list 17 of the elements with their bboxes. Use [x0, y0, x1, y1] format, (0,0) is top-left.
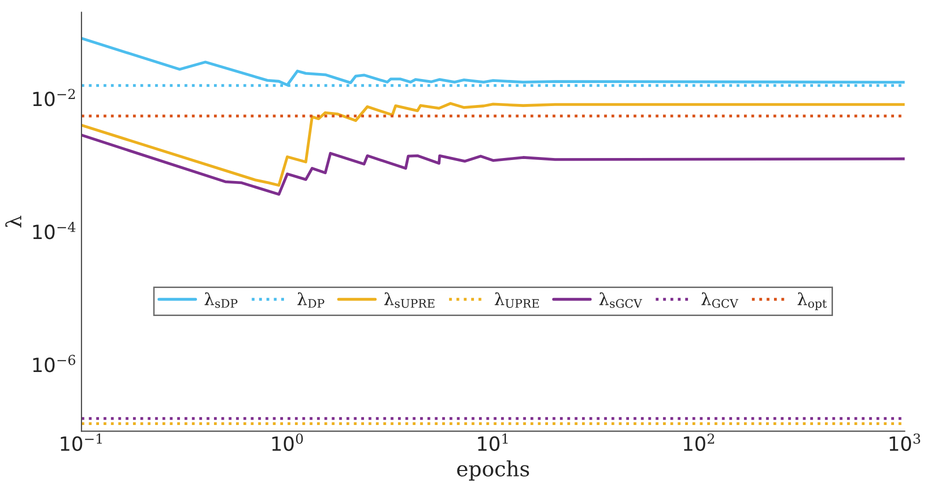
legend-label: λ$_{opt}$ [798, 292, 827, 310]
x-tick-label: 10$^{2}$ [684, 434, 714, 451]
legend-label: λ$_{sUPRE}$ [384, 292, 434, 308]
y-tick-label: 10$^{−4}$ [33, 222, 76, 240]
y-tick-label: 10$^{−2}$ [33, 88, 75, 106]
legend-label: λ$_{DP}$ [297, 292, 324, 308]
legend-label: λ$_{GCV}$ [701, 292, 738, 308]
legend-label: λ$_{sDP}$ [204, 292, 238, 308]
y-axis-title: λ [5, 216, 22, 228]
x-tick-label: 10$^{1}$ [478, 434, 508, 451]
x-axis-title: epochs [457, 460, 530, 481]
y-tick-label: 10$^{−6}$ [33, 354, 76, 372]
x-tick-label: 10$^{0}$ [272, 434, 303, 451]
x-tick-label: 10$^{−1}$ [60, 434, 102, 451]
x-tick-label: 10$^{3}$ [890, 434, 920, 451]
legend-label: λ$_{UPRE}$ [494, 292, 539, 308]
legend-label: λ$_{sGCV}$ [599, 292, 642, 308]
